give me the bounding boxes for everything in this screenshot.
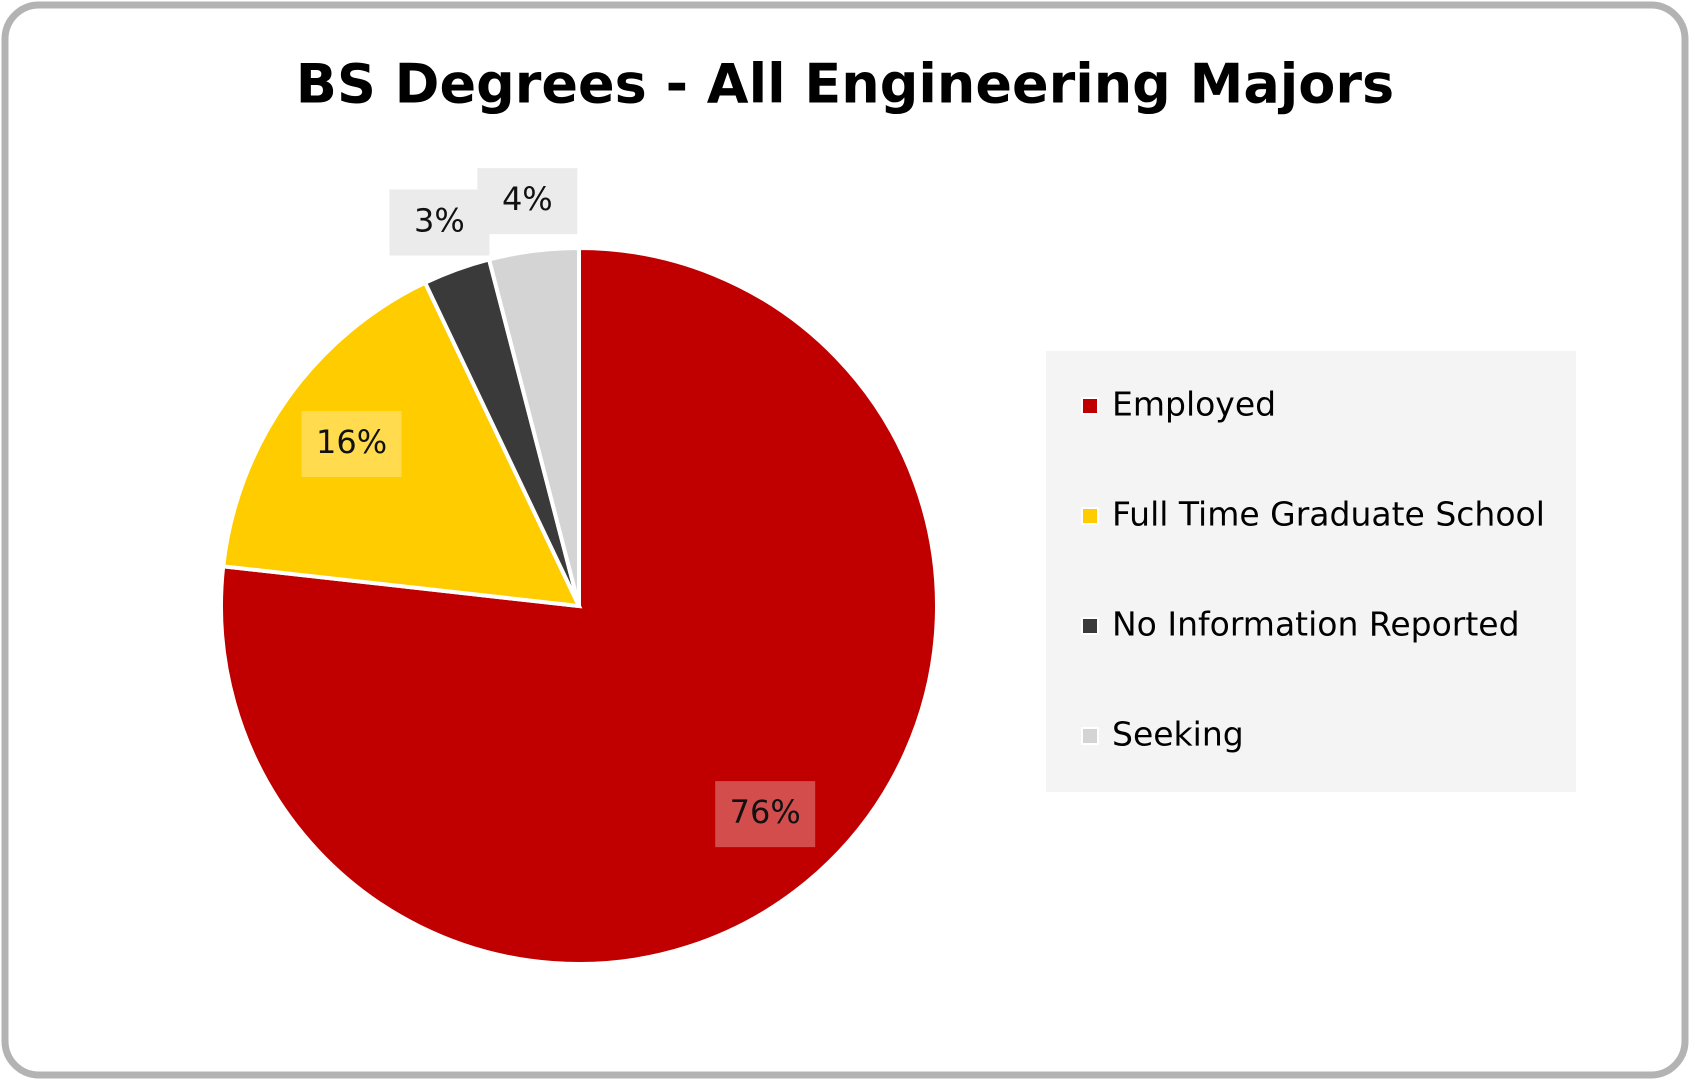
- pie-slice: [220, 280, 583, 609]
- legend-label: Full Time Graduate School: [1112, 495, 1545, 534]
- data-label-bg: [715, 781, 816, 848]
- legend-box: [1046, 351, 1576, 792]
- data-label-bg: [389, 189, 490, 256]
- data-label-bg: [477, 168, 578, 235]
- data-label-bg: [301, 411, 402, 478]
- chart-title: BS Degrees - All Engineering Majors: [296, 53, 1394, 116]
- pie-slice: [486, 245, 581, 607]
- legend-swatch: [1081, 507, 1099, 525]
- legend-swatch: [1081, 397, 1099, 415]
- data-label: 3%: [414, 201, 465, 239]
- data-label: 4%: [502, 180, 553, 218]
- legend-swatch: [1081, 727, 1099, 745]
- legend-label: Seeking: [1112, 715, 1244, 754]
- data-label: 76%: [730, 793, 801, 831]
- data-label: 16%: [316, 423, 387, 461]
- legend-swatch: [1081, 617, 1099, 635]
- legend-label: No Information Reported: [1112, 605, 1520, 644]
- legend-label: Employed: [1112, 385, 1276, 424]
